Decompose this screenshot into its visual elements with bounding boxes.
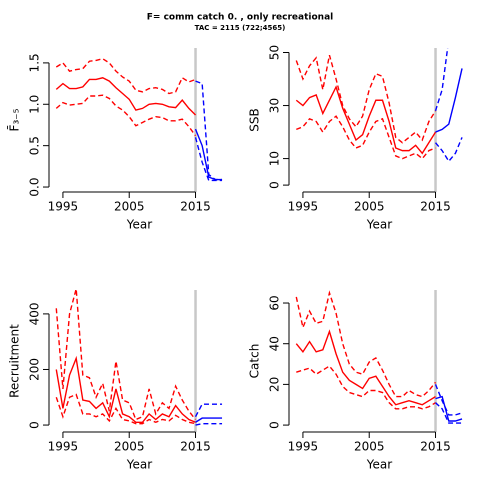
panel: 1995 2005 2015 0 200 400 Year Recruitment (8, 290, 223, 472)
series-line (434, 137, 463, 163)
y-tick-label: 30 (268, 98, 282, 113)
x-tick-label: 2015 (180, 440, 211, 454)
series-line (194, 137, 223, 182)
series-line (55, 58, 196, 95)
plot-area (55, 48, 223, 192)
plot-area (295, 48, 463, 192)
y-tick-label: 0.5 (28, 136, 42, 155)
series-line (55, 290, 197, 421)
x-tick-label: 2005 (354, 440, 385, 454)
y-tick-label: 10 (268, 151, 282, 166)
series-line (295, 54, 437, 144)
y-tick-label: 0 (268, 421, 282, 429)
panel: 1995 2005 2015 0 20 40 60 Year Catch (248, 290, 463, 472)
y-tick-label: 50 (268, 45, 282, 60)
y-tick-label: 40 (268, 336, 282, 351)
series-line (194, 403, 223, 418)
y-axis-label: Recruitment (8, 324, 22, 398)
series-line (434, 48, 449, 112)
x-axis-label: Year (366, 218, 392, 232)
series-line (435, 68, 463, 133)
y-axis-label: SSB (248, 108, 262, 131)
plot-area (295, 290, 463, 432)
x-tick-label: 2015 (420, 440, 451, 454)
y-tick-label: 20 (268, 377, 282, 392)
series-line (295, 85, 437, 155)
x-axis-label: Year (126, 218, 152, 232)
plot-area (55, 290, 223, 432)
x-tick-label: 1995 (288, 440, 319, 454)
x-tick-label: 1995 (288, 200, 319, 214)
y-tick-label: 1.5 (28, 53, 42, 72)
y-tick-label: 0.0 (28, 177, 42, 196)
series-line (435, 395, 463, 422)
figure-subtitle: TAC = 2115 (722;4565) (195, 24, 286, 32)
series-line (435, 402, 463, 424)
series-line (295, 290, 437, 398)
series-line (195, 422, 223, 426)
series-line (55, 77, 197, 116)
x-tick-label: 1995 (48, 440, 79, 454)
x-axis-label: Year (126, 458, 152, 472)
x-tick-label: 2005 (354, 200, 385, 214)
y-tick-label: 200 (28, 358, 42, 381)
series-line (434, 384, 463, 416)
y-tick-label: 0 (28, 421, 42, 429)
x-tick-label: 2005 (114, 440, 145, 454)
panel: 1995 2005 2015 0.0 0.5 1.0 1.5 Year F̄₃₋₅ (7, 48, 223, 232)
y-axis-label: F̄₃₋₅ (7, 108, 21, 131)
y-tick-label: 400 (28, 302, 42, 325)
y-tick-label: 0 (268, 181, 282, 189)
y-axis-label: Catch (248, 344, 262, 379)
x-tick-label: 1995 (48, 200, 79, 214)
series-line (296, 365, 436, 410)
y-tick-label: 1.0 (28, 95, 42, 114)
x-tick-label: 2015 (420, 200, 451, 214)
series-line (295, 329, 436, 406)
x-tick-label: 2005 (114, 200, 145, 214)
series-line (55, 355, 196, 423)
y-tick-label: 60 (268, 295, 282, 310)
series-line (195, 80, 223, 181)
x-axis-label: Year (366, 458, 392, 472)
panel: 1995 2005 2015 0 10 30 50 Year SSB (248, 45, 463, 232)
series-line (195, 417, 223, 423)
figure-title: F= comm catch 0. , only recreational (147, 13, 334, 23)
series-line (55, 94, 197, 137)
x-tick-label: 2015 (180, 200, 211, 214)
series-line (55, 393, 196, 425)
series-line (296, 115, 436, 160)
